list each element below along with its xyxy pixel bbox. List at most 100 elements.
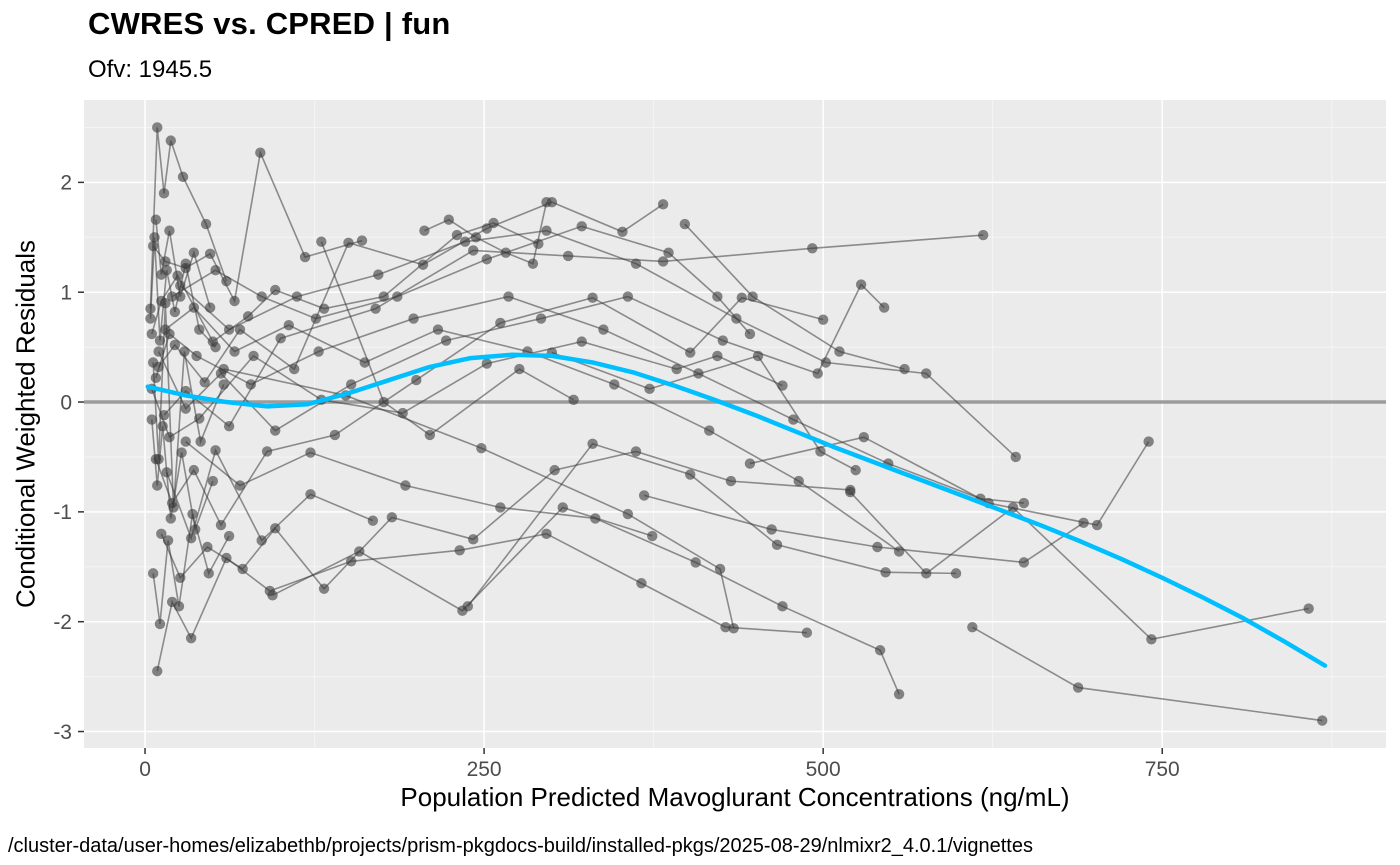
scatter-point bbox=[1146, 634, 1157, 645]
scatter-point bbox=[218, 363, 229, 375]
scatter-point bbox=[221, 552, 232, 564]
scatter-point bbox=[164, 431, 175, 443]
scatter-point bbox=[598, 324, 609, 335]
gridlines-minor bbox=[84, 100, 1386, 748]
scatter-point bbox=[255, 147, 266, 158]
scatter-point bbox=[378, 396, 389, 408]
chart-subtitle: Ofv: 1945.5 bbox=[88, 56, 213, 83]
subject-line bbox=[149, 237, 217, 348]
scatter-point bbox=[481, 223, 493, 234]
scatter-point bbox=[158, 410, 170, 421]
scatter-point bbox=[160, 297, 171, 309]
scatter-point bbox=[704, 425, 715, 436]
scatter-point bbox=[234, 480, 246, 491]
scatter-point bbox=[223, 324, 235, 335]
scatter-point bbox=[147, 568, 159, 579]
scatter-point bbox=[878, 302, 890, 313]
scatter-point bbox=[310, 313, 322, 324]
scatter-point bbox=[156, 269, 167, 280]
scatter-point bbox=[185, 632, 197, 644]
scatter-point bbox=[457, 605, 468, 616]
scatter-point bbox=[245, 379, 257, 390]
scatter-point bbox=[210, 445, 221, 456]
scatter-point bbox=[180, 436, 191, 447]
scatter-point bbox=[146, 328, 158, 340]
y-tick-label: 2 bbox=[60, 172, 72, 195]
scatter-point bbox=[1091, 519, 1103, 531]
scatter-point bbox=[194, 413, 205, 424]
scatter-point bbox=[562, 250, 574, 262]
scatter-point bbox=[152, 665, 163, 677]
scatter-point bbox=[419, 225, 430, 236]
scatter-point bbox=[685, 347, 696, 358]
scatter-point bbox=[165, 135, 176, 146]
scatter-point bbox=[392, 291, 403, 302]
x-tick-label: 750 bbox=[1145, 758, 1180, 781]
scatter-points bbox=[145, 122, 1328, 726]
scatter-point bbox=[161, 467, 172, 478]
y-tick-label: -2 bbox=[53, 611, 72, 634]
x-tick-label: 0 bbox=[139, 758, 151, 781]
scatter-point bbox=[921, 368, 932, 379]
scatter-point bbox=[679, 218, 691, 230]
scatter-point bbox=[176, 447, 187, 458]
scatter-point bbox=[777, 601, 788, 612]
scatter-point bbox=[647, 530, 658, 542]
scatter-point bbox=[468, 245, 479, 256]
scatter-point bbox=[154, 335, 166, 346]
scatter-point bbox=[872, 541, 883, 553]
scatter-point bbox=[638, 490, 650, 501]
scatter-point bbox=[850, 464, 861, 476]
scatter-point bbox=[771, 539, 783, 551]
scatter-point bbox=[270, 284, 281, 296]
scatter-point bbox=[400, 480, 411, 491]
scatter-point bbox=[977, 229, 989, 241]
subject-line bbox=[165, 448, 374, 542]
scatter-point bbox=[535, 313, 547, 324]
scatter-point bbox=[229, 346, 240, 357]
scatter-point bbox=[199, 377, 210, 388]
scatter-point bbox=[223, 530, 235, 542]
scatter-point bbox=[242, 311, 254, 322]
scatter-point bbox=[180, 403, 191, 414]
y-tick-label: -1 bbox=[53, 501, 72, 524]
scatter-point bbox=[815, 446, 826, 457]
scatter-point bbox=[568, 394, 579, 406]
scatter-point bbox=[788, 414, 799, 425]
scatter-point bbox=[541, 196, 552, 208]
scatter-point bbox=[834, 346, 845, 357]
scatter-point bbox=[386, 512, 398, 523]
scatter-point bbox=[636, 578, 647, 589]
scatter-point bbox=[899, 363, 910, 375]
scatter-point bbox=[147, 357, 159, 368]
scatter-point bbox=[777, 380, 788, 391]
scatter-point bbox=[807, 243, 818, 254]
panel-background bbox=[84, 100, 1386, 748]
scatter-point bbox=[671, 363, 682, 375]
scatter-point bbox=[622, 508, 634, 520]
scatter-point bbox=[1317, 715, 1328, 726]
scatter-point bbox=[630, 446, 642, 457]
scatter-point bbox=[261, 446, 273, 457]
scatter-point bbox=[356, 235, 368, 246]
scatter-point bbox=[845, 486, 856, 498]
scatter-point bbox=[318, 303, 330, 314]
scatter-point bbox=[305, 489, 316, 500]
scatter-point bbox=[154, 618, 166, 630]
scatter-point bbox=[221, 276, 232, 287]
scatter-point bbox=[432, 324, 444, 335]
scatter-point bbox=[275, 333, 286, 344]
scatter-point bbox=[270, 425, 281, 436]
scatter-point bbox=[725, 475, 737, 487]
scatter-point bbox=[150, 214, 162, 225]
scatter-point bbox=[158, 188, 170, 199]
x-tick-label: 500 bbox=[806, 758, 841, 781]
subject-line bbox=[185, 440, 900, 695]
scatter-point bbox=[720, 621, 731, 633]
scatter-point bbox=[690, 557, 701, 568]
scatter-point bbox=[378, 291, 389, 302]
scatter-point bbox=[194, 324, 205, 335]
scatter-point bbox=[766, 524, 777, 535]
scatter-point bbox=[858, 431, 870, 443]
scatter-point bbox=[468, 534, 479, 545]
